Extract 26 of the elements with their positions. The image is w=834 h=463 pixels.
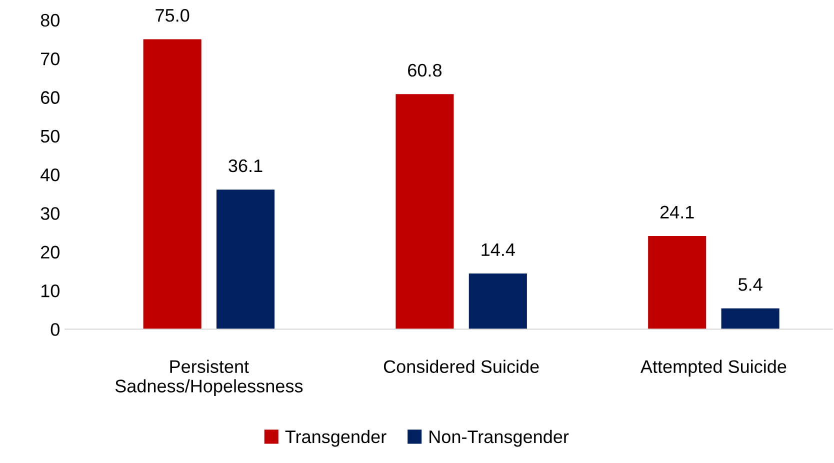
x-tick-label: Persistent Sadness/Hopelessness xyxy=(115,360,303,396)
legend-label: Transgender xyxy=(285,430,386,447)
bar xyxy=(721,308,780,330)
data-label: 24.1 xyxy=(660,206,694,218)
y-tick-label: 40 xyxy=(40,168,60,182)
y-tick-label: 20 xyxy=(41,246,60,259)
data-label: 36.1 xyxy=(228,159,262,172)
y-tick-label: 0 xyxy=(50,323,60,336)
bar xyxy=(396,94,454,330)
bar xyxy=(648,236,706,330)
data-label: 60.8 xyxy=(408,64,442,77)
y-tick-label: 10 xyxy=(41,284,60,298)
x-tick-label: Considered Suicide xyxy=(384,360,539,374)
bar xyxy=(468,274,527,330)
y-tick-label: 50 xyxy=(40,130,60,143)
legend-label: Non-Transgender xyxy=(430,430,569,447)
y-tick-label: 60 xyxy=(41,91,60,104)
data-label: 14.4 xyxy=(482,243,515,256)
bar xyxy=(143,39,202,330)
bar xyxy=(216,190,275,330)
y-tick-label: 30 xyxy=(40,207,60,220)
y-tick-label: 80 xyxy=(40,14,60,27)
x-tick-label: Attempted Suicide xyxy=(640,360,786,377)
data-label: 75.0 xyxy=(156,8,190,22)
y-tick-label: 70 xyxy=(41,52,60,66)
data-label: 5.4 xyxy=(738,278,762,291)
